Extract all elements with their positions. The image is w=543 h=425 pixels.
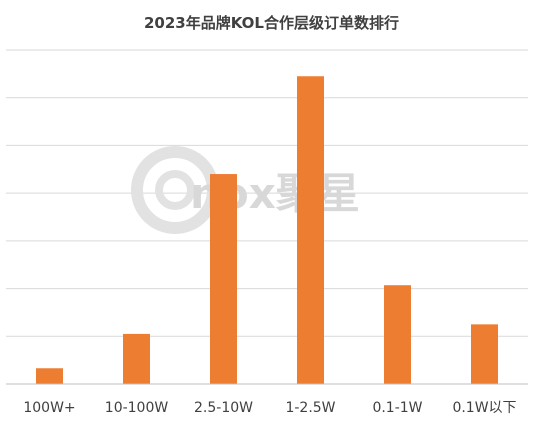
bar-2 (210, 174, 237, 384)
x-tick-label: 10-100W (105, 400, 169, 416)
watermark-logo-icon-inner (155, 170, 195, 210)
watermark: nox聚星 (131, 146, 360, 234)
bar-4 (384, 285, 411, 384)
bar-3 (297, 76, 324, 384)
x-tick-label: 2.5-10W (194, 400, 253, 416)
chart-title: 2023年品牌KOL合作层级订单数排行 (143, 14, 399, 32)
gridlines (6, 49, 528, 337)
bar-5 (471, 324, 498, 384)
x-tick-labels: 100W+ 10-100W 2.5-10W 1-2.5W 0.1-1W 0.1W以下 (23, 400, 516, 416)
bar-0 (36, 368, 63, 384)
x-tick-label: 0.1-1W (372, 400, 422, 416)
bars (36, 76, 498, 384)
x-tick-label: 100W+ (23, 400, 75, 416)
bar-1 (123, 333, 150, 384)
x-tick-label: 0.1W以下 (452, 400, 516, 416)
x-tick-label: 1-2.5W (285, 400, 335, 416)
